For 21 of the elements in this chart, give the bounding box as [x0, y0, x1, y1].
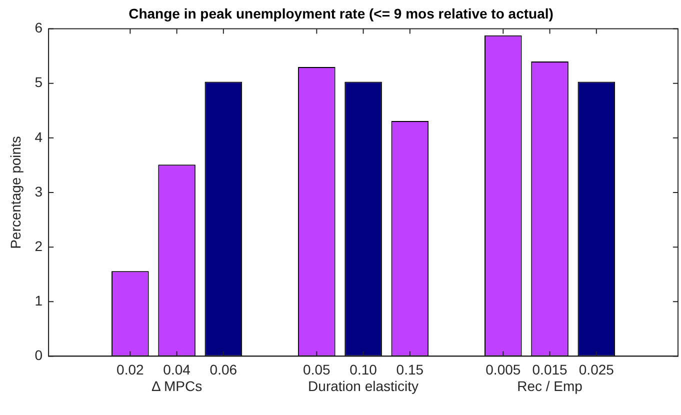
- x-tick-label: 0.015: [532, 361, 568, 378]
- x-tick-label: 0.05: [303, 361, 331, 378]
- y-tick-label: 6: [34, 20, 43, 36]
- y-tick-label: 2: [34, 238, 43, 254]
- y-axis-title: Percentage points: [7, 136, 24, 249]
- x-tick-label: 0.06: [210, 361, 238, 378]
- x-tick-label: 0.025: [578, 361, 614, 378]
- y-tick-label: 1: [34, 292, 43, 308]
- text: Rec / Emp: [517, 378, 583, 394]
- y-tick-label: 0: [34, 347, 43, 364]
- x-tick-label: 0.10: [350, 361, 378, 378]
- y-tick-label: 4: [34, 128, 43, 145]
- y-tick-label: 5: [34, 74, 43, 90]
- chart-title: Change in peak unemployment rate (<= 9 mos relative to actual): [128, 5, 554, 22]
- y-tick-label: 3: [34, 183, 43, 200]
- x-tick-label: 0.04: [163, 361, 191, 378]
- text: Duration elasticity: [308, 378, 419, 394]
- x-tick-label: 0.02: [116, 361, 144, 378]
- x-tick-label: 0.005: [486, 361, 521, 378]
- text: Δ MPCs: [152, 378, 202, 394]
- x-tick-label: 0.15: [396, 361, 424, 378]
